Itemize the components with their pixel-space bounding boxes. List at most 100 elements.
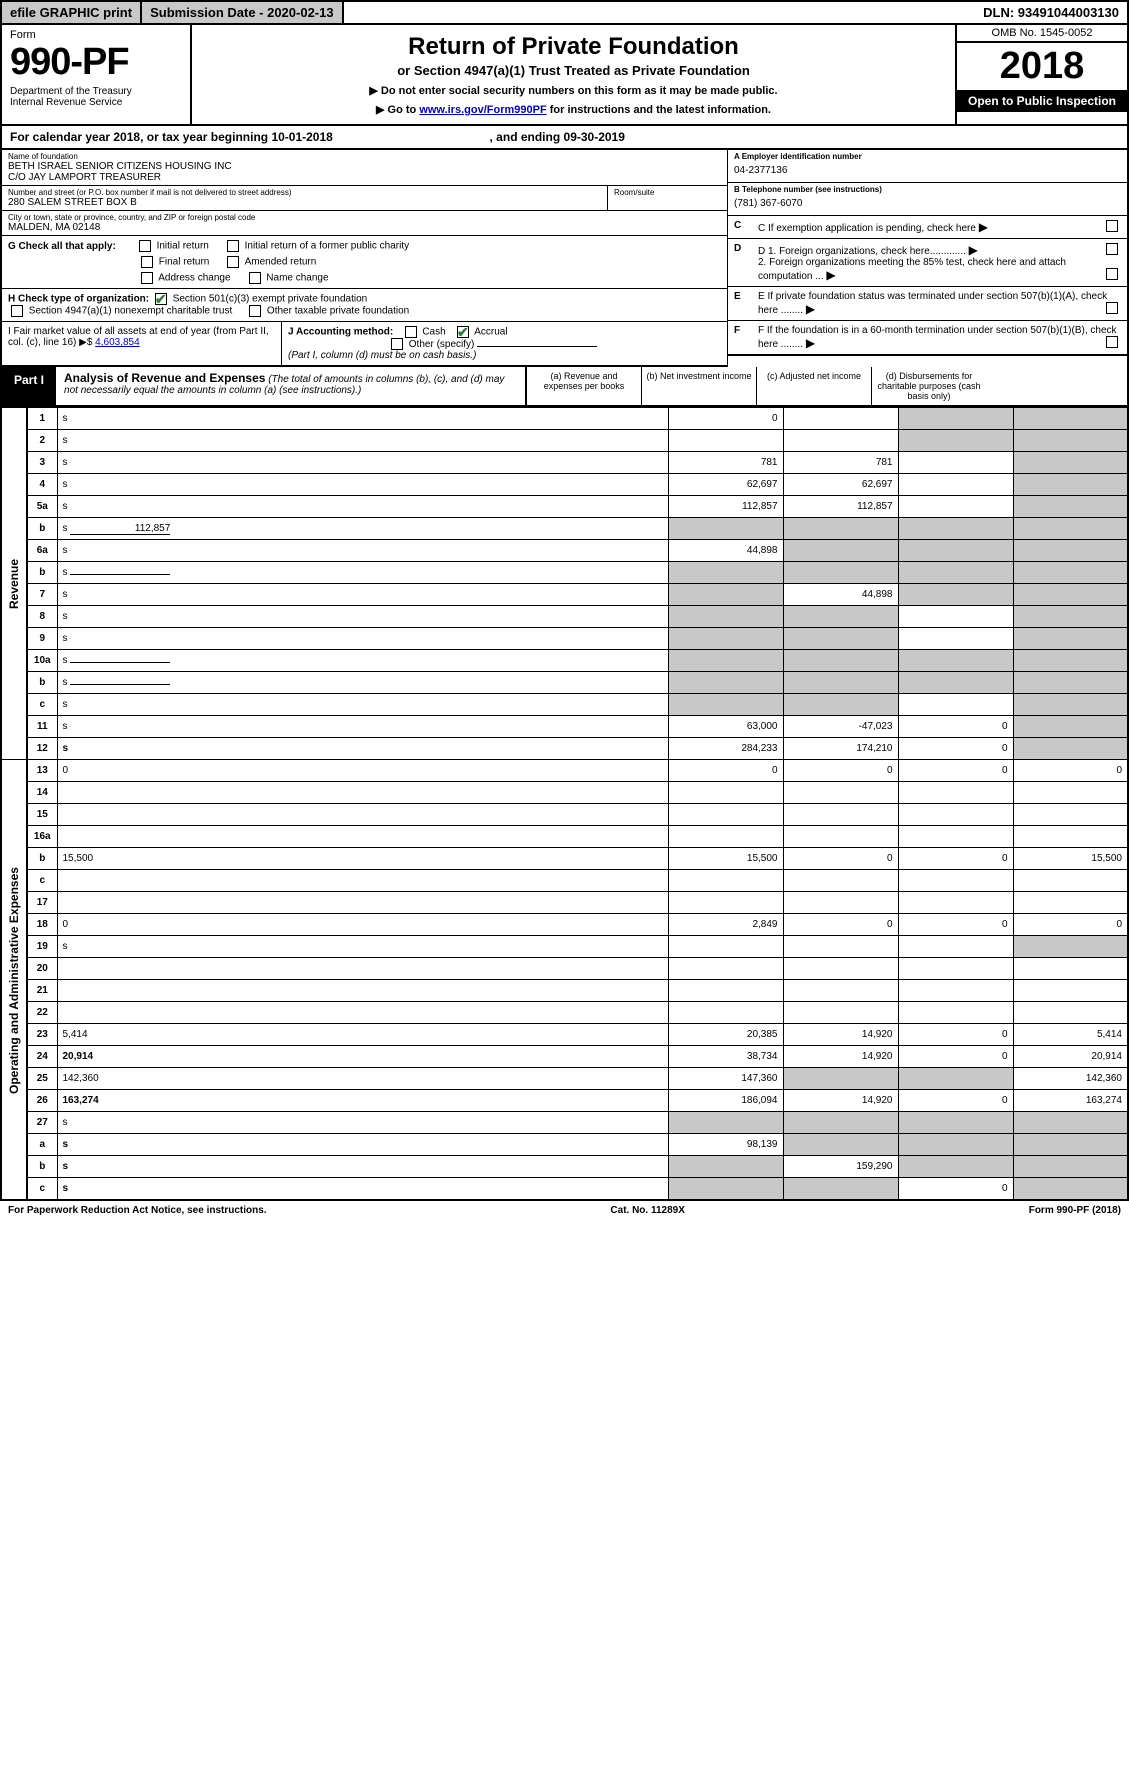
table-cell (898, 1068, 1013, 1090)
irs-link[interactable]: www.irs.gov/Form990PF (419, 104, 546, 116)
table-cell (783, 650, 898, 672)
line-number: 15 (27, 804, 57, 826)
line-number: b (27, 672, 57, 694)
table-cell (783, 628, 898, 650)
table-cell: 781 (783, 452, 898, 474)
line-description: 142,360 (57, 1068, 668, 1090)
check-initial-return[interactable] (139, 240, 151, 252)
form-title-block: Return of Private Foundation or Section … (192, 25, 957, 124)
check-address-change[interactable] (141, 272, 153, 284)
table-row: 5as112,857112,857 (1, 496, 1128, 518)
table-cell (1013, 738, 1128, 760)
table-cell (1013, 804, 1128, 826)
ein-value: 04-2377136 (734, 161, 1121, 180)
table-cell (1013, 826, 1128, 848)
line-number: 17 (27, 892, 57, 914)
table-cell (783, 408, 898, 430)
check-c[interactable] (1106, 220, 1118, 232)
table-cell (783, 980, 898, 1002)
open-to-public-badge: Open to Public Inspection (957, 90, 1127, 112)
table-row: Operating and Administrative Expenses130… (1, 760, 1128, 782)
table-row: as98,139 (1, 1134, 1128, 1156)
efile-print-button[interactable]: efile GRAPHIC print (2, 2, 142, 23)
table-cell (898, 562, 1013, 584)
table-row: 2420,91438,73414,920020,914 (1, 1046, 1128, 1068)
table-row: 27s (1, 1112, 1128, 1134)
line-number: 2 (27, 430, 57, 452)
opt-final-return: Final return (159, 257, 210, 268)
d1-label: D 1. Foreign organizations, check here..… (758, 246, 966, 257)
table-row: 2s (1, 430, 1128, 452)
check-initial-former[interactable] (227, 240, 239, 252)
table-cell (1013, 672, 1128, 694)
check-cash[interactable] (405, 326, 417, 338)
table-cell: 20,914 (1013, 1046, 1128, 1068)
table-cell (668, 958, 783, 980)
table-cell (898, 672, 1013, 694)
table-cell (1013, 540, 1128, 562)
check-amended[interactable] (227, 256, 239, 268)
table-cell (668, 782, 783, 804)
table-cell: 147,360 (668, 1068, 783, 1090)
table-cell (668, 430, 783, 452)
table-cell (668, 892, 783, 914)
table-cell (1013, 1134, 1128, 1156)
table-cell (1013, 870, 1128, 892)
check-name-change[interactable] (249, 272, 261, 284)
line-number: 27 (27, 1112, 57, 1134)
footer-left: For Paperwork Reduction Act Notice, see … (8, 1205, 267, 1216)
table-cell (668, 870, 783, 892)
table-cell: 20,385 (668, 1024, 783, 1046)
j-note: (Part I, column (d) must be on cash basi… (288, 350, 476, 361)
form-note-2: ▶ Go to www.irs.gov/Form990PF for instru… (200, 103, 947, 116)
check-f[interactable] (1106, 336, 1118, 348)
table-cell (898, 782, 1013, 804)
check-e[interactable] (1106, 302, 1118, 314)
table-cell (898, 870, 1013, 892)
table-row: cs0 (1, 1178, 1128, 1200)
table-cell (898, 518, 1013, 540)
table-row: 3s781781 (1, 452, 1128, 474)
foundation-name-label: Name of foundation (8, 152, 721, 161)
table-cell (898, 1112, 1013, 1134)
line-description: s (57, 408, 668, 430)
line-description: s (57, 716, 668, 738)
line-description: s (57, 936, 668, 958)
line-description: s (57, 1112, 668, 1134)
check-other-taxable[interactable] (249, 305, 261, 317)
table-cell (898, 980, 1013, 1002)
check-501c3[interactable] (155, 293, 167, 305)
col-c-header: (c) Adjusted net income (756, 367, 871, 405)
dln-number: DLN: 93491044003130 (975, 2, 1127, 23)
table-cell (898, 606, 1013, 628)
table-row: 10as (1, 650, 1128, 672)
section-g: G Check all that apply: Initial return I… (2, 236, 727, 289)
check-d2[interactable] (1106, 268, 1118, 280)
table-row: 9s (1, 628, 1128, 650)
section-ij: I Fair market value of all assets at end… (2, 322, 727, 367)
table-cell (668, 826, 783, 848)
table-cell (1013, 518, 1128, 540)
table-row: 7s44,898 (1, 584, 1128, 606)
check-d1[interactable] (1106, 243, 1118, 255)
check-accrual[interactable] (457, 326, 469, 338)
line-description (57, 826, 668, 848)
table-cell (898, 584, 1013, 606)
table-cell: 0 (898, 1024, 1013, 1046)
calendar-year-row: For calendar year 2018, or tax year begi… (0, 126, 1129, 150)
line-description (57, 804, 668, 826)
table-cell: 0 (668, 408, 783, 430)
department-label: Department of the Treasury Internal Reve… (10, 86, 182, 108)
check-other-method[interactable] (391, 338, 403, 350)
line-description (57, 980, 668, 1002)
table-cell (668, 804, 783, 826)
check-final-return[interactable] (141, 256, 153, 268)
line-description: s (57, 540, 668, 562)
form-year-block: OMB No. 1545-0052 2018 Open to Public In… (957, 25, 1127, 124)
section-vertical-label: Operating and Administrative Expenses (1, 760, 27, 1200)
line-description: s (57, 452, 668, 474)
check-4947[interactable] (11, 305, 23, 317)
top-bar: efile GRAPHIC print Submission Date - 20… (0, 0, 1129, 25)
table-row: 235,41420,38514,92005,414 (1, 1024, 1128, 1046)
line-description: 0 (57, 760, 668, 782)
